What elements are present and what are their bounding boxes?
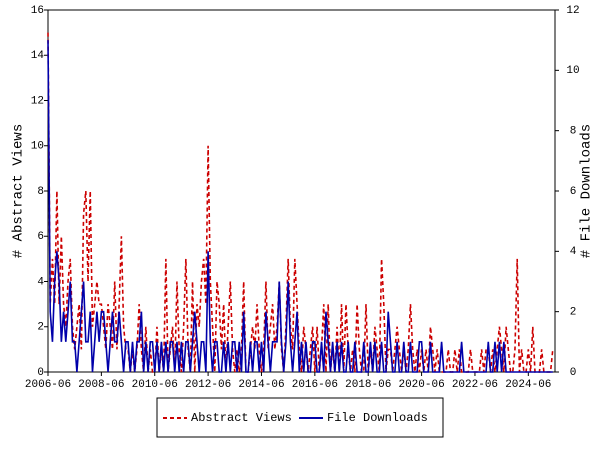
x-tick-label: 2008-06 bbox=[78, 379, 124, 391]
x-tick-label: 2010-06 bbox=[132, 379, 178, 391]
x-tick-label: 2014-06 bbox=[238, 379, 284, 391]
x-tick-label: 2020-06 bbox=[398, 379, 444, 391]
y2-axis-label: # File Downloads bbox=[579, 124, 595, 258]
series-line bbox=[47, 40, 553, 373]
x-tick-label: 2016-06 bbox=[292, 379, 338, 391]
y-tick-label: 8 bbox=[37, 186, 44, 198]
y-tick-label: 16 bbox=[31, 5, 44, 17]
y-axis-label: # Abstract Views bbox=[11, 124, 27, 258]
x-tick-label: 2024-06 bbox=[505, 379, 551, 391]
y2-tick-label: 6 bbox=[570, 186, 577, 198]
legend-label: File Downloads bbox=[327, 411, 428, 425]
y2-tick-label: 2 bbox=[570, 307, 577, 319]
series-line bbox=[47, 32, 554, 373]
x-tick-label: 2012-06 bbox=[185, 379, 231, 391]
x-tick-label: 2018-06 bbox=[345, 379, 391, 391]
y-tick-label: 14 bbox=[31, 50, 45, 62]
y-tick-label: 0 bbox=[37, 367, 44, 379]
y-tick-label: 6 bbox=[37, 231, 44, 243]
y2-tick-label: 0 bbox=[570, 367, 577, 379]
y-tick-label: 12 bbox=[31, 95, 44, 107]
y-tick-label: 2 bbox=[37, 322, 44, 334]
y-tick-label: 4 bbox=[37, 276, 44, 288]
y2-tick-label: 8 bbox=[570, 126, 577, 138]
y2-tick-label: 10 bbox=[566, 65, 579, 77]
x-tick-label: 2022-06 bbox=[452, 379, 498, 391]
legend-label: Abstract Views bbox=[191, 411, 292, 425]
x-tick-label: 2006-06 bbox=[25, 379, 71, 391]
y2-tick-label: 12 bbox=[566, 5, 579, 17]
y-tick-label: 10 bbox=[31, 141, 44, 153]
plot-frame bbox=[47, 9, 556, 373]
y2-tick-label: 4 bbox=[570, 246, 577, 258]
